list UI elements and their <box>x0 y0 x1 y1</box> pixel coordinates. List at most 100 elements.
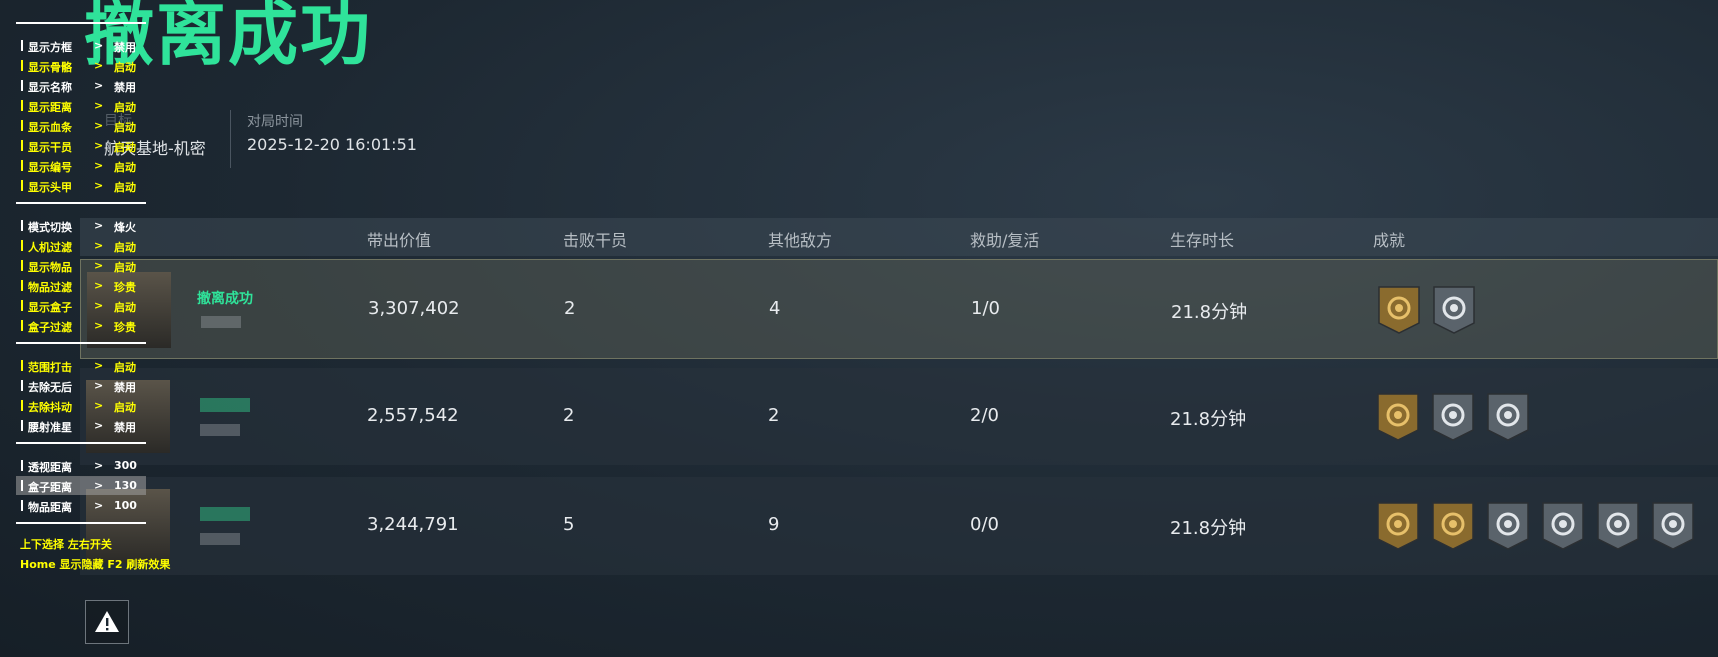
menu-label: 显示盒子 <box>28 301 72 314</box>
menu-label: 盒子距离 <box>28 481 72 494</box>
menu-label: 显示头甲 <box>28 181 72 194</box>
menu-bar <box>21 260 23 271</box>
menu-label: 显示编号 <box>28 161 72 174</box>
menu-bar <box>21 460 23 471</box>
menu-separator: > <box>94 219 104 232</box>
menu-separator: > <box>94 79 104 92</box>
menu-item[interactable]: 模式切换 > 烽火 <box>16 216 146 235</box>
menu-value: 启动 <box>114 141 136 154</box>
achievement-badge[interactable] <box>1431 501 1475 551</box>
operator-avatar <box>86 380 170 453</box>
menu-bar <box>21 240 23 251</box>
menu-item[interactable]: 显示头甲 > 启动 <box>16 176 146 195</box>
achievement-badge[interactable] <box>1431 392 1475 442</box>
menu-value: 珍贵 <box>114 321 136 334</box>
result-row[interactable]: 2,557,542 2 2 2/0 21.8分钟 <box>80 368 1718 465</box>
cell-value: 2 <box>768 404 780 426</box>
menu-value: 禁用 <box>114 81 136 94</box>
menu-item[interactable]: 去除抖动 > 启动 <box>16 396 146 415</box>
menu-item[interactable]: 去除无后 > 禁用 <box>16 376 146 395</box>
menu-item[interactable]: 显示盒子 > 启动 <box>16 296 146 315</box>
achievement-badge[interactable] <box>1377 285 1421 335</box>
column-header: 成就 <box>1373 231 1406 250</box>
column-header: 带出价值 <box>367 231 432 250</box>
player-id-blurred <box>200 533 240 545</box>
achievement-badge[interactable] <box>1376 392 1420 442</box>
column-header: 生存时长 <box>1170 231 1235 250</box>
menu-separator: > <box>94 39 104 52</box>
achievement-badge[interactable] <box>1541 501 1585 551</box>
menu-separator: > <box>94 139 104 152</box>
menu-label: 显示方框 <box>28 41 72 54</box>
menu-bar <box>21 300 23 311</box>
achievement-badge[interactable] <box>1486 501 1530 551</box>
menu-divider <box>16 22 146 24</box>
menu-item[interactable]: 透视距离 >300 <box>16 456 146 475</box>
map-name: 航天基地-机密 <box>104 139 206 158</box>
result-title: 撤离成功 <box>84 0 372 75</box>
menu-item[interactable]: 范围打击 > 启动 <box>16 356 146 375</box>
menu-item[interactable]: 盒子距离 >130 <box>16 476 146 495</box>
achievement-badge[interactable] <box>1376 501 1420 551</box>
result-row[interactable]: 撤离成功 3,307,402 2 4 1/0 21.8分钟 <box>80 259 1718 359</box>
warning-button[interactable] <box>85 600 129 644</box>
menu-bar <box>21 80 23 91</box>
cell-value: 2,557,542 <box>367 404 459 426</box>
badge-icon <box>1377 502 1419 550</box>
menu-separator: > <box>94 159 104 172</box>
menu-label: 物品距离 <box>28 501 72 514</box>
menu-label: 人机过滤 <box>28 241 72 254</box>
badge-icon <box>1433 286 1475 334</box>
cell-value: 4 <box>769 298 781 319</box>
menu-item[interactable]: 盒子过滤 > 珍贵 <box>16 316 146 335</box>
menu-item[interactable]: 显示距离 > 启动 <box>16 96 146 115</box>
achievement-badge[interactable] <box>1596 501 1640 551</box>
menu-label: 显示干员 <box>28 141 72 154</box>
menu-separator: > <box>94 279 104 292</box>
cell-value: 2 <box>563 404 575 426</box>
menu-item[interactable]: 物品过滤 > 珍贵 <box>16 276 146 295</box>
menu-value: 100 <box>114 499 137 512</box>
cell-value: 1/0 <box>971 298 1000 319</box>
menu-bar <box>21 40 23 51</box>
badge-icon <box>1597 502 1639 550</box>
menu-value: 启动 <box>114 301 136 314</box>
menu-item[interactable]: 显示物品 > 启动 <box>16 256 146 275</box>
menu-separator: > <box>94 499 104 512</box>
menu-separator: > <box>94 59 104 72</box>
menu-bar <box>21 60 23 71</box>
menu-bar <box>21 140 23 151</box>
menu-item[interactable]: 显示方框 > 禁用 <box>16 36 146 55</box>
menu-item[interactable]: 显示血条 > 启动 <box>16 116 146 135</box>
menu-hint: 上下选择 左右开关 <box>20 538 112 551</box>
menu-item[interactable]: 物品距离 >100 <box>16 496 146 515</box>
result-row[interactable]: 3,244,791 5 9 0/0 21.8分钟 <box>80 477 1718 575</box>
table-header: 带出价值 击败干员 其他敌方 救助/复活 生存时长 成就 <box>80 218 1718 256</box>
menu-separator: > <box>94 399 104 412</box>
menu-separator: > <box>94 119 104 132</box>
menu-item[interactable]: 显示编号 > 启动 <box>16 156 146 175</box>
player-id-blurred <box>200 424 240 436</box>
menu-label: 显示距离 <box>28 101 72 114</box>
menu-bar <box>21 420 23 431</box>
achievement-badge[interactable] <box>1432 285 1476 335</box>
badge-icon <box>1377 392 1419 441</box>
menu-item[interactable]: 显示干员 > 启动 <box>16 136 146 155</box>
menu-bar <box>21 400 23 411</box>
menu-item[interactable]: 显示名称 > 禁用 <box>16 76 146 95</box>
menu-item[interactable]: 腰射准星 > 禁用 <box>16 416 146 435</box>
column-header: 击败干员 <box>563 231 628 250</box>
achievement-badge[interactable] <box>1651 501 1695 551</box>
menu-item[interactable]: 显示骨骼 > 启动 <box>16 56 146 75</box>
status-blurred <box>200 507 250 521</box>
extract-status: 撤离成功 <box>197 291 253 307</box>
menu-label: 透视距离 <box>28 461 72 474</box>
achievement-badge[interactable] <box>1486 392 1530 442</box>
menu-divider <box>16 522 146 524</box>
menu-label: 去除无后 <box>28 381 72 394</box>
menu-item[interactable]: 人机过滤 > 启动 <box>16 236 146 255</box>
menu-value: 珍贵 <box>114 281 136 294</box>
menu-bar <box>21 480 23 491</box>
menu-bar <box>21 500 23 511</box>
menu-value: 启动 <box>114 121 136 134</box>
